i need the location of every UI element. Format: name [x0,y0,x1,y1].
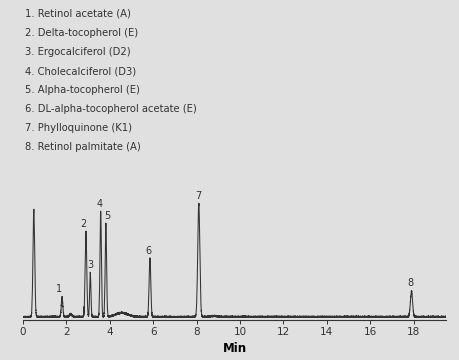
Text: 5. Alpha-tocopherol (E): 5. Alpha-tocopherol (E) [25,85,140,95]
Text: 8. Retinol palmitate (A): 8. Retinol palmitate (A) [25,142,141,152]
Text: 4. Cholecalciferol (D3): 4. Cholecalciferol (D3) [25,66,136,76]
X-axis label: Min: Min [222,342,246,355]
Text: 1. Retinol acetate (A): 1. Retinol acetate (A) [25,9,131,19]
Text: 1: 1 [56,284,62,294]
Text: 6. DL-alpha-tocopherol acetate (E): 6. DL-alpha-tocopherol acetate (E) [25,104,196,114]
Text: 7: 7 [195,191,201,201]
Text: 7. Phylloquinone (K1): 7. Phylloquinone (K1) [25,123,132,133]
Text: 3: 3 [87,260,93,270]
Text: 2: 2 [80,219,86,229]
Text: 2. Delta-tocopherol (E): 2. Delta-tocopherol (E) [25,28,138,38]
Text: 8: 8 [406,278,413,288]
Text: 4: 4 [96,199,102,209]
Text: 6: 6 [145,246,151,256]
Text: 3. Ergocalciferol (D2): 3. Ergocalciferol (D2) [25,47,131,57]
Text: 5: 5 [104,211,110,221]
